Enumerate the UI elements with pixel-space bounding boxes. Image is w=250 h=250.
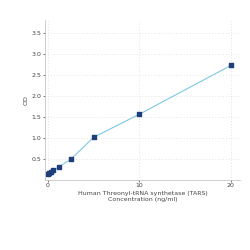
Point xyxy=(229,64,233,68)
Point xyxy=(69,158,73,162)
Point xyxy=(48,170,52,174)
Point xyxy=(57,164,61,168)
X-axis label: Human Threonyl-tRNA synthetase (TARS)
Concentration (ng/ml): Human Threonyl-tRNA synthetase (TARS) Co… xyxy=(78,191,208,202)
Point xyxy=(52,168,56,172)
Y-axis label: OD: OD xyxy=(24,95,29,105)
Point xyxy=(46,172,50,176)
Point xyxy=(92,136,96,140)
Point xyxy=(47,171,51,175)
Point xyxy=(137,112,141,116)
